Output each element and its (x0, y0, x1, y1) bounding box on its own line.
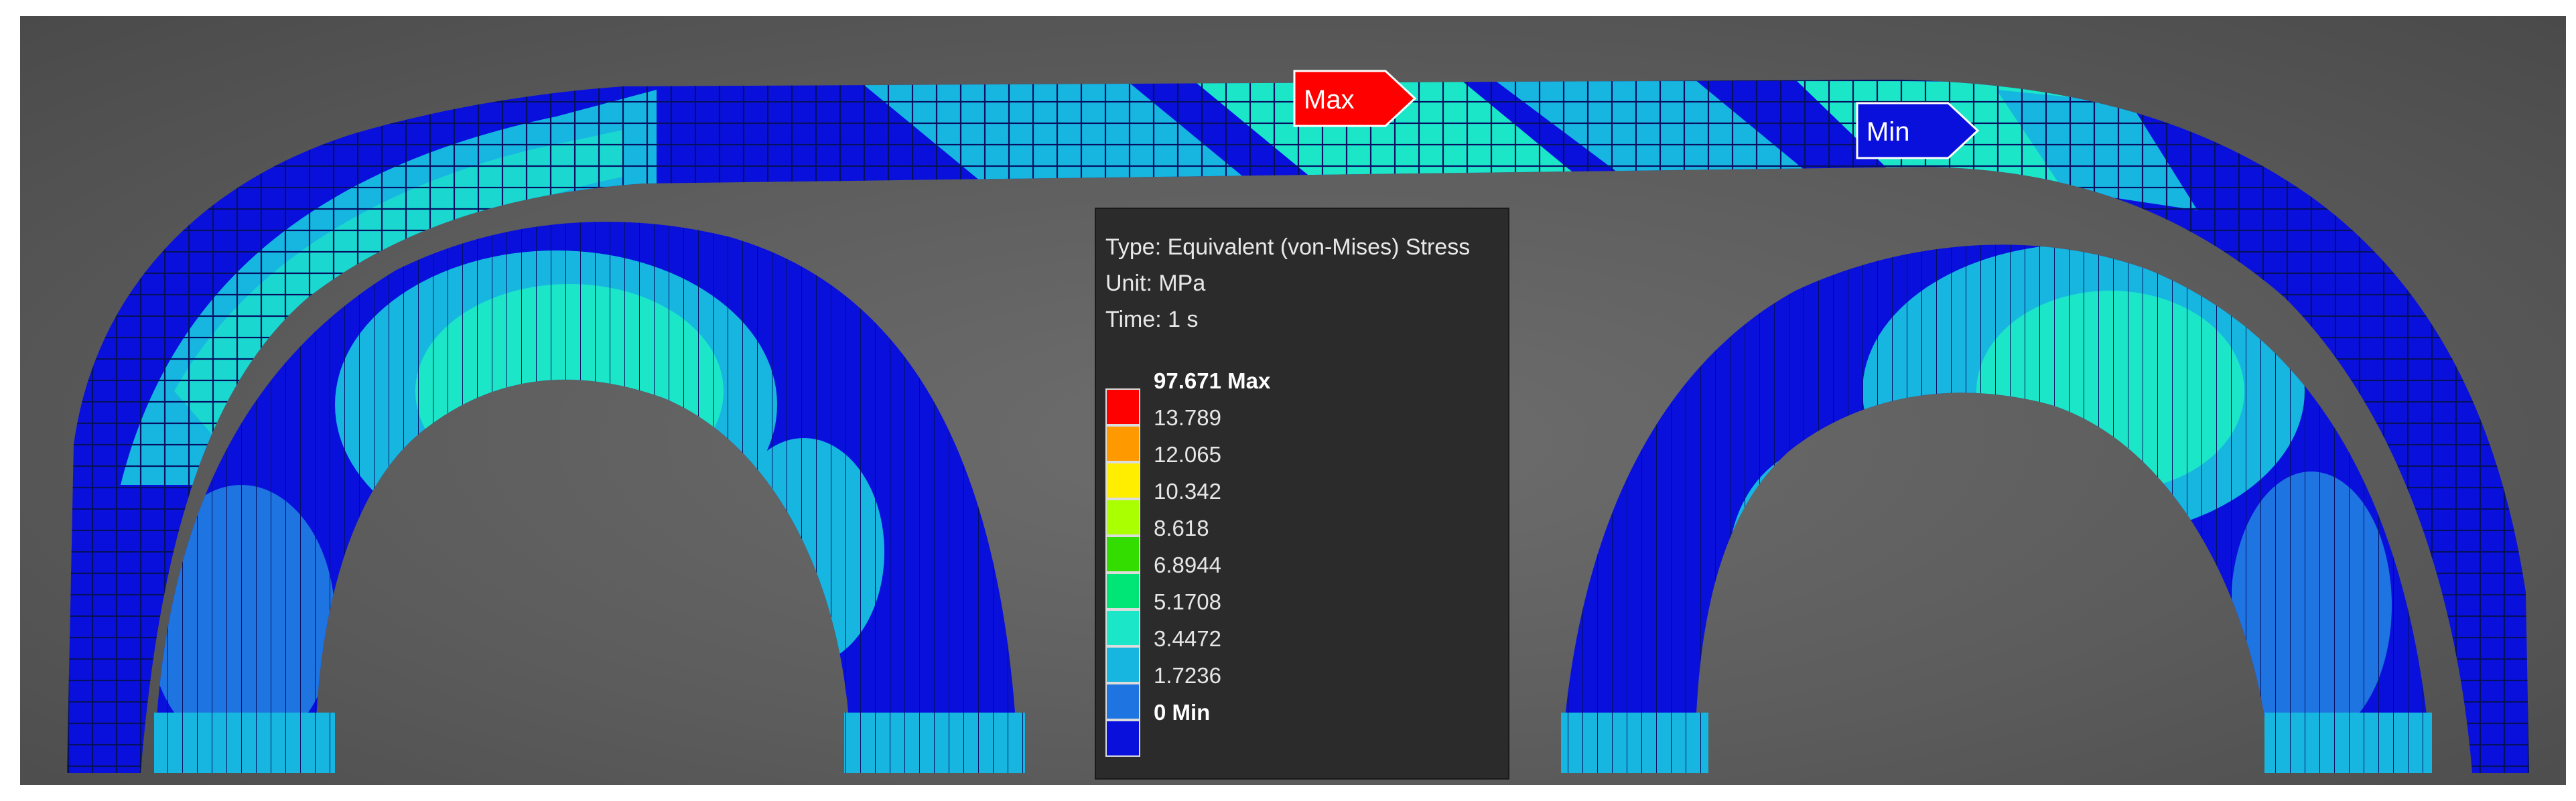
legend-value-label: 12.065 (1154, 442, 1221, 467)
legend-value-label: 5.1708 (1154, 589, 1221, 614)
legend-value-label: 6.8944 (1154, 553, 1221, 577)
legend-swatch (1105, 462, 1140, 499)
min-probe[interactable]: Min (1854, 100, 1988, 161)
legend-swatch (1105, 646, 1140, 683)
legend-unit-text: Unit: MPa (1105, 271, 1206, 296)
legend-value-label: 3.4472 (1154, 626, 1221, 651)
legend-swatch (1105, 609, 1140, 646)
legend-value-label: 10.342 (1154, 479, 1221, 504)
legend-value-label: 8.618 (1154, 516, 1209, 540)
max-probe-flag (1293, 70, 1417, 127)
legend-swatch (1105, 536, 1140, 573)
legend-time-text: Time: 1 s (1105, 307, 1199, 332)
legend-color-bar (1105, 388, 1143, 757)
legend-swatch (1105, 499, 1140, 536)
legend-swatch (1105, 573, 1140, 609)
legend-swatch (1105, 388, 1140, 425)
min-probe-label: Min (1867, 117, 1909, 147)
max-probe[interactable]: Max (1292, 68, 1426, 129)
foot-pads (154, 713, 2432, 773)
max-probe-label: Max (1304, 85, 1355, 115)
legend-value-label: 97.671 Max (1154, 368, 1271, 393)
legend-type-text: Type: Equivalent (von-Mises) Stress (1105, 234, 1471, 260)
legend-value-label: 1.7236 (1154, 663, 1221, 688)
legend-swatch (1105, 425, 1140, 462)
legend-swatch (1105, 720, 1140, 757)
legend-value-label: 0 Min (1154, 700, 1211, 725)
legend-swatch (1105, 683, 1140, 720)
model-viewport[interactable]: Max Min Type: Equivalent (von-Mises) Str… (20, 16, 2566, 785)
stress-legend[interactable]: Type: Equivalent (von-Mises) Stress Unit… (1095, 208, 1509, 780)
legend-value-label: 13.789 (1154, 405, 1221, 430)
min-probe-flag (1856, 102, 1980, 159)
